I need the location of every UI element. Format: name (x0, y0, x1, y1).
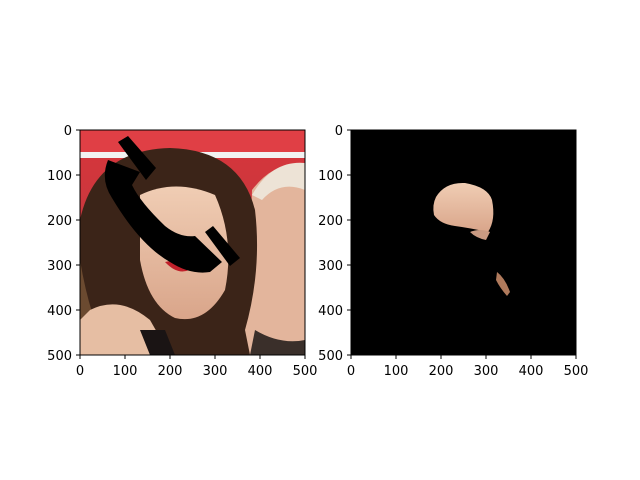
left-xtick-label: 400 (248, 364, 273, 379)
left-subplot: 0 100 200 300 400 500 0 100 200 300 400 … (47, 124, 317, 379)
left-ytick-label: 100 (47, 169, 72, 184)
right-xtick-label: 200 (429, 364, 454, 379)
skin-fragment (496, 272, 510, 296)
left-x-axis: 0 100 200 300 400 500 (76, 355, 318, 379)
right-ytick-label: 500 (318, 349, 343, 364)
left-ytick-label: 0 (64, 124, 72, 139)
right-x-axis: 0 100 200 300 400 500 (347, 355, 589, 379)
left-y-axis: 0 100 200 300 400 500 (47, 124, 80, 364)
right-ytick-label: 200 (318, 214, 343, 229)
left-ytick-label: 500 (47, 349, 72, 364)
left-xtick-label: 100 (113, 364, 138, 379)
left-xtick-label: 200 (158, 364, 183, 379)
right-ytick-label: 0 (335, 124, 343, 139)
left-xtick-label: 500 (293, 364, 318, 379)
right-ytick-label: 300 (318, 259, 343, 274)
left-ytick-label: 400 (47, 304, 72, 319)
right-ytick-label: 100 (318, 169, 343, 184)
left-axes-frame (79, 129, 306, 356)
right-image (351, 130, 576, 355)
left-xtick-label: 300 (203, 364, 228, 379)
left-xtick-label: 0 (76, 364, 84, 379)
right-ytick-label: 400 (318, 304, 343, 319)
right-xtick-label: 400 (519, 364, 544, 379)
right-xtick-label: 500 (564, 364, 589, 379)
skin-segment (433, 182, 494, 232)
right-y-axis: 0 100 200 300 400 500 (318, 124, 351, 364)
phone-mask-left (104, 136, 240, 273)
right-subplot: 0 100 200 300 400 500 0 100 200 300 400 … (318, 124, 588, 379)
left-ytick-label: 200 (47, 214, 72, 229)
right-axes-frame (350, 129, 577, 356)
left-ytick-label: 300 (47, 259, 72, 274)
left-image (80, 130, 305, 355)
right-xtick-label: 300 (474, 364, 499, 379)
right-xtick-label: 100 (384, 364, 409, 379)
right-xtick-label: 0 (347, 364, 355, 379)
